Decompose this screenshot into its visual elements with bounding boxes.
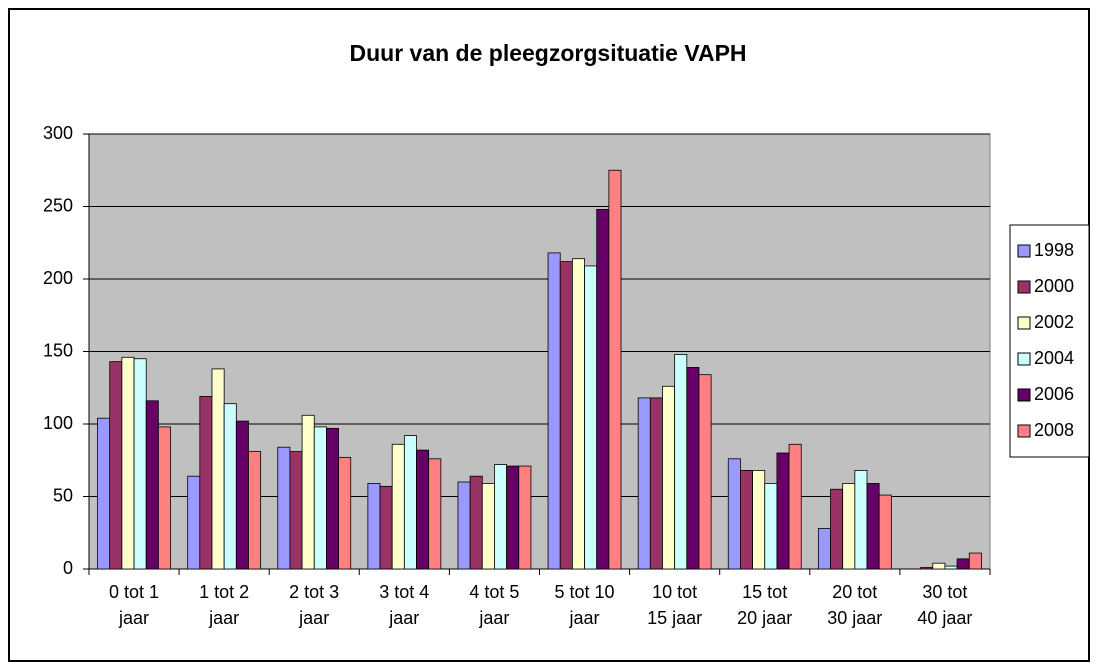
bar bbox=[727, 458, 741, 570]
bar bbox=[649, 397, 663, 570]
legend-swatch bbox=[1017, 424, 1031, 438]
bar bbox=[788, 443, 802, 570]
legend-label: 1998 bbox=[1034, 240, 1074, 260]
bar bbox=[752, 469, 766, 570]
bar bbox=[494, 464, 508, 570]
legend-swatch bbox=[1017, 316, 1031, 330]
bar bbox=[776, 452, 790, 570]
x-tick-label: 2 tot 3 jaar bbox=[289, 582, 340, 628]
bar bbox=[764, 483, 778, 570]
legend-swatch bbox=[1017, 280, 1031, 294]
bar bbox=[133, 358, 147, 570]
legend-label: 2006 bbox=[1034, 384, 1074, 404]
bar bbox=[481, 483, 495, 570]
bar bbox=[403, 435, 417, 570]
bar bbox=[248, 451, 262, 570]
bar bbox=[866, 483, 880, 570]
y-tick-label: 100 bbox=[43, 413, 73, 433]
legend-swatch bbox=[1017, 244, 1031, 258]
bar bbox=[842, 483, 856, 570]
y-tick-label: 200 bbox=[43, 268, 73, 288]
bar bbox=[157, 426, 171, 570]
x-tick-label: 30 tot 40 jaar bbox=[917, 582, 973, 628]
bar bbox=[313, 426, 327, 570]
bar bbox=[506, 465, 520, 570]
x-tick-label: 4 tot 5 jaar bbox=[469, 582, 520, 628]
bar bbox=[326, 427, 339, 570]
bar bbox=[187, 475, 201, 570]
legend-box bbox=[1009, 224, 1090, 458]
bar bbox=[109, 361, 123, 570]
bar bbox=[338, 456, 352, 570]
bar bbox=[416, 449, 430, 570]
legend-swatch bbox=[1017, 388, 1031, 402]
y-tick-label: 250 bbox=[43, 195, 73, 215]
bar bbox=[830, 488, 844, 570]
legend-label: 2008 bbox=[1034, 420, 1074, 440]
x-tick-label: 0 tot 1 jaar bbox=[108, 582, 160, 628]
x-tick-label: 5 tot 10 jaar bbox=[554, 582, 615, 628]
bar bbox=[289, 451, 303, 570]
bar bbox=[674, 353, 688, 570]
bar bbox=[854, 469, 868, 570]
bar bbox=[97, 417, 111, 570]
bar bbox=[223, 403, 237, 570]
x-tick-label: 15 tot 20 jaar bbox=[737, 582, 793, 628]
bar bbox=[145, 400, 159, 570]
bar bbox=[637, 397, 651, 570]
bar bbox=[662, 385, 676, 570]
bar bbox=[121, 356, 135, 570]
bar bbox=[571, 258, 585, 570]
bar bbox=[277, 446, 291, 570]
chart-title: Duur van de pleegzorgsituatie VAPH bbox=[349, 40, 746, 66]
bar bbox=[920, 567, 934, 570]
y-tick-label: 0 bbox=[63, 558, 73, 578]
x-tick-label: 1 tot 2 jaar bbox=[199, 582, 250, 628]
bar bbox=[367, 483, 381, 570]
x-tick-label: 10 tot 15 jaar bbox=[647, 582, 703, 628]
y-tick-label: 150 bbox=[43, 340, 73, 360]
legend-label: 2000 bbox=[1034, 276, 1074, 296]
bar bbox=[301, 414, 315, 570]
bar bbox=[686, 367, 700, 570]
bar bbox=[608, 169, 622, 570]
bar bbox=[547, 252, 561, 570]
bar bbox=[559, 261, 573, 570]
bar bbox=[235, 420, 249, 570]
legend-swatch bbox=[1017, 352, 1031, 366]
bar bbox=[428, 458, 442, 570]
bar bbox=[968, 552, 982, 570]
bar bbox=[457, 481, 471, 570]
bar bbox=[817, 528, 831, 570]
bar bbox=[391, 443, 405, 570]
bar bbox=[469, 475, 483, 570]
x-tick-label: 3 tot 4 jaar bbox=[379, 582, 430, 628]
bar bbox=[956, 558, 970, 570]
bar bbox=[698, 374, 712, 570]
bar bbox=[199, 396, 213, 570]
y-tick-label: 50 bbox=[53, 485, 73, 505]
bar bbox=[596, 208, 610, 570]
legend-label: 2004 bbox=[1034, 348, 1074, 368]
bar bbox=[878, 494, 892, 570]
bar bbox=[584, 265, 598, 570]
x-tick-label: 20 tot 30 jaar bbox=[827, 582, 883, 628]
bar bbox=[211, 368, 225, 570]
legend-label: 2002 bbox=[1034, 312, 1074, 332]
y-tick-label: 300 bbox=[43, 123, 73, 143]
bar bbox=[944, 565, 958, 570]
bar bbox=[379, 485, 393, 570]
bar bbox=[740, 469, 753, 570]
bar bbox=[518, 465, 532, 570]
bar bbox=[932, 562, 946, 570]
